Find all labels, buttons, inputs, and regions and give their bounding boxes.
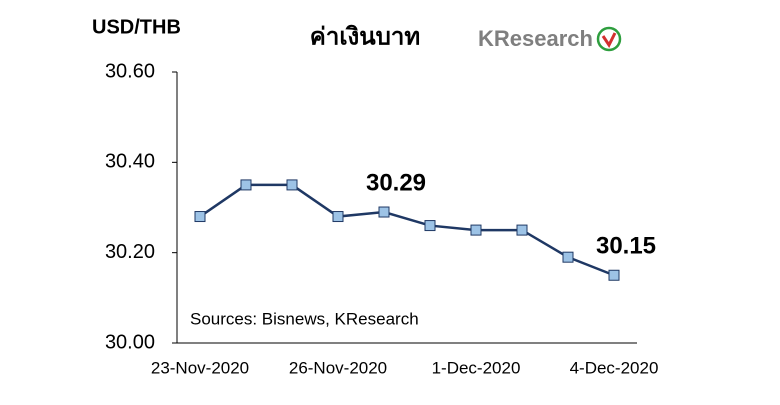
y-axis-label: USD/THB bbox=[92, 16, 181, 38]
source-note: Sources: Bisnews, KResearch bbox=[190, 309, 419, 328]
x-tick-label: 26-Nov-2020 bbox=[289, 358, 387, 377]
logo-icon bbox=[596, 26, 622, 52]
data-label: 30.29 bbox=[366, 169, 426, 196]
chart-title: ค่าเงินบาท bbox=[310, 23, 420, 50]
point-marker bbox=[562, 251, 574, 263]
point-marker bbox=[608, 269, 620, 281]
y-tick-label: 30.40 bbox=[105, 151, 155, 173]
point-marker bbox=[332, 211, 344, 223]
point-marker bbox=[194, 211, 206, 223]
x-tick-label: 1-Dec-2020 bbox=[432, 358, 521, 377]
y-tick-label: 30.20 bbox=[105, 241, 155, 263]
x-tick-label: 23-Nov-2020 bbox=[151, 358, 249, 377]
point-marker bbox=[378, 206, 390, 218]
point-marker bbox=[516, 224, 528, 236]
y-tick-label: 30.00 bbox=[105, 331, 155, 353]
point-marker bbox=[240, 179, 252, 191]
logo-text: KResearch bbox=[478, 26, 593, 51]
point-marker bbox=[286, 179, 298, 191]
point-marker bbox=[424, 220, 436, 232]
series-line bbox=[199, 183, 615, 277]
x-tick-label: 4-Dec-2020 bbox=[570, 358, 659, 377]
point-marker bbox=[470, 224, 482, 236]
data-label: 30.15 bbox=[596, 233, 656, 260]
y-tick-label: 30.60 bbox=[105, 60, 155, 82]
